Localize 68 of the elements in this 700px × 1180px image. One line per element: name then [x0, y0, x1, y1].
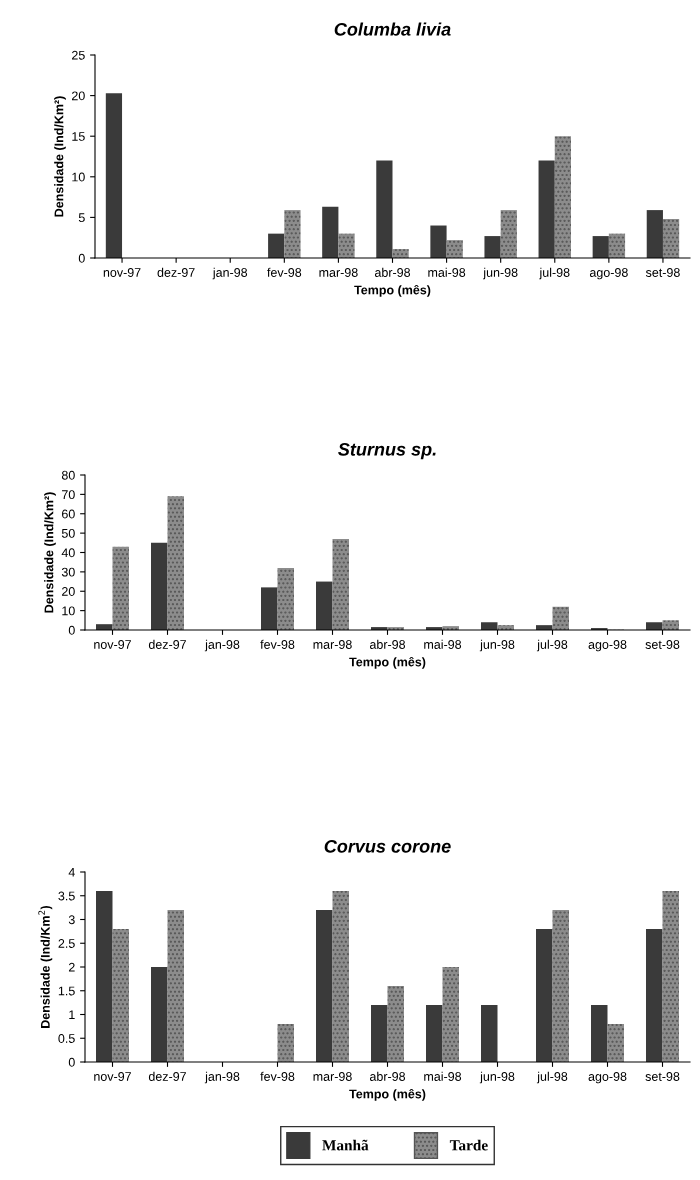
x-tick-label: dez-97 [148, 1071, 186, 1081]
y-tick-label: 70 [62, 490, 75, 500]
y-tick-label: 2.5 [58, 939, 75, 948]
x-tick-label: set-98 [645, 640, 680, 649]
legend-label: Tarde [449, 1139, 488, 1151]
y-tick-label: 3.5 [58, 891, 75, 901]
x-tick-label: abr-98 [369, 1071, 406, 1081]
x-tick-label: mar-98 [313, 640, 352, 649]
y-tick-label: 20 [72, 91, 85, 101]
x-tick-label: mar-98 [319, 268, 358, 277]
chart-title: Corvus corone [324, 839, 451, 853]
x-tick-label: nov-97 [103, 268, 141, 277]
legend-label: Manhã [322, 1139, 369, 1151]
x-tick-label: jan-98 [204, 1071, 240, 1084]
x-axis-title: Tempo (mês) [349, 1088, 426, 1101]
x-tick-label: fev-98 [267, 267, 302, 277]
x-tick-label: jul-98 [536, 1071, 568, 1084]
x-tick-label: jun-98 [479, 1071, 515, 1084]
x-tick-label: set-98 [645, 268, 680, 277]
chart-title: Columba livia [334, 22, 451, 36]
y-tick-label: 10 [72, 172, 85, 182]
x-tick-label: jun-98 [479, 639, 515, 652]
y-tick-label: 5 [78, 213, 85, 223]
y-tick-label: 0 [78, 253, 85, 263]
chart-title: Sturnus sp. [338, 442, 436, 460]
x-axis-title: Tempo (mês) [349, 656, 426, 669]
x-tick-label: jan-98 [204, 639, 240, 652]
x-tick-label: mar-98 [313, 1072, 352, 1081]
y-tick-label: 60 [62, 509, 75, 519]
y-tick-label: 20 [62, 587, 75, 596]
y-tick-label: 0 [68, 1057, 75, 1067]
x-tick-label: mai-98 [424, 639, 462, 649]
y-tick-label: 40 [61, 548, 75, 558]
y-tick-label: 0.5 [58, 1034, 75, 1043]
x-tick-label: abr-98 [374, 267, 411, 277]
y-tick-label: 1 [69, 1010, 75, 1020]
x-tick-label: abr-98 [369, 639, 406, 649]
x-tick-label: jul-98 [539, 267, 570, 280]
x-tick-label: mai-98 [424, 1071, 462, 1081]
x-tick-label: ago-98 [588, 640, 627, 652]
y-tick-label: 0 [68, 625, 75, 635]
y-tick-label: 50 [61, 528, 75, 538]
y-tick-label: 2 [68, 962, 75, 972]
x-tick-label: fev-98 [260, 639, 295, 649]
x-tick-label: mai-98 [428, 267, 466, 277]
y-tick-label: 15 [72, 132, 85, 141]
x-tick-label: jan-98 [212, 267, 248, 280]
y-tick-label: 25 [72, 50, 85, 60]
x-tick-label: fev-98 [260, 1071, 295, 1081]
x-tick-label: jul-98 [536, 639, 568, 652]
x-tick-label: dez-97 [148, 639, 186, 649]
x-tick-label: nov-97 [94, 640, 131, 649]
x-tick-label: ago-98 [589, 268, 628, 280]
y-tick-label: 4 [68, 867, 75, 877]
y-axis-title: Densidade (Ind/Km$^{2}$) [38, 905, 53, 1028]
y-tick-label: 1.5 [58, 986, 75, 996]
x-tick-label: ago-98 [588, 1072, 627, 1084]
x-tick-label: dez-97 [157, 267, 195, 277]
y-axis-title: Densidade (Ind/Km²) [54, 96, 66, 217]
y-tick-label: 30 [61, 567, 75, 577]
x-tick-label: set-98 [645, 1072, 680, 1081]
y-axis-title: Densidade (Ind/Km²) [44, 492, 56, 613]
x-tick-label: nov-97 [94, 1072, 131, 1081]
y-tick-label: 3 [68, 915, 75, 925]
x-tick-label: jun-98 [483, 267, 518, 280]
y-tick-label: 10 [62, 606, 75, 616]
y-tick-label: 80 [61, 470, 75, 480]
x-axis-title: Tempo (mês) [354, 284, 431, 297]
